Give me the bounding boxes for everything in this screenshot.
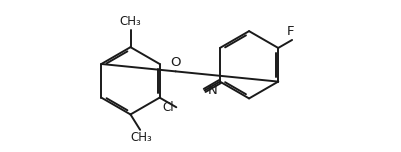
Text: CH₃: CH₃: [130, 131, 152, 144]
Text: O: O: [170, 56, 180, 69]
Text: F: F: [286, 25, 293, 38]
Text: Cl: Cl: [162, 101, 173, 114]
Text: N: N: [207, 84, 217, 97]
Text: CH₃: CH₃: [119, 15, 141, 28]
